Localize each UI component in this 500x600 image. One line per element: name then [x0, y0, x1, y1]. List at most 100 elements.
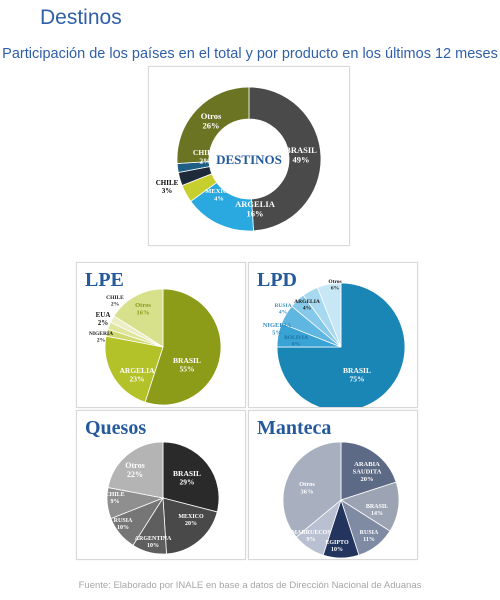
label-brasil-0-value: 29% — [180, 478, 195, 487]
label-nigeria-2-value: 2% — [97, 338, 105, 344]
destinos-labels: BRASIL49%ARGELIA16%MEXICO4%CHILE3%CHILE2… — [156, 111, 317, 219]
label-argelia-4-value: 4% — [303, 306, 311, 312]
lpd-pie-chart: BRASIL75%BOLIVIA6%NIGERIA5%RUSIA4%ARGELI… — [263, 279, 406, 407]
slice-brasil-1 — [340, 481, 400, 532]
label-rusia-2-value: 11% — [363, 537, 375, 543]
label-chile-3-name: CHILE — [156, 179, 179, 187]
label-argelia-1-value: 16% — [247, 209, 264, 219]
label-chile-3-value: 3% — [162, 187, 173, 195]
label-brasil-0-name: BRASIL — [173, 356, 201, 365]
label-otros-5-name: Otros — [299, 481, 315, 488]
label-brasil-0-value: 75% — [350, 375, 365, 384]
label-bolivia-1-name: BOLIVIA — [284, 335, 308, 341]
label-eua-3-name: EUA — [96, 311, 111, 319]
label-otros-5-value: 26% — [203, 121, 220, 131]
label-arabia-saudita-0-value: 20% — [361, 476, 374, 483]
label-chile-4-name: CHILE — [105, 492, 124, 498]
label-brasil-1-value: 14% — [371, 511, 383, 517]
label-brasil-0-name: BRASIL — [285, 145, 317, 155]
chart-panel-destinos: BRASIL 49% ARGELIA 16% MEXICO 4% CHILE 3% CHILE 2… — [148, 66, 350, 246]
slice-argelia-1 — [104, 335, 164, 403]
label-brasil-0-value: 55% — [180, 365, 195, 374]
chart-panel-manteca: ARABIA SAUDITA 20% BRASIL 14% RUSIA 11% EGIPTO 1… — [248, 410, 418, 560]
lpe-chart-title: LPE — [85, 269, 124, 291]
label-otros-5-value: 36% — [301, 489, 314, 496]
label-argelia-4-name: ARGELIA — [294, 299, 320, 305]
label-chile-4-value: 2% — [199, 157, 210, 166]
label-otros-5-name: Otros — [328, 279, 341, 285]
label-chile-4-value: 2% — [111, 302, 119, 308]
label-rusia-3-value: 4% — [279, 310, 287, 316]
label-brasil-0-name: BRASIL — [173, 469, 201, 478]
lpd-chart-title: LPD — [257, 269, 297, 291]
chart-panel-lpd: BRASIL 75% BOLIVIA 6% NIGERIA 5% RUSIA 4% ARGELI… — [248, 262, 418, 408]
slice-otros-5 — [176, 86, 250, 164]
label-rusia-3-value: 10% — [117, 525, 129, 531]
slice-brasil-0 — [144, 288, 222, 406]
label-arabia-saudita-0-name: SAUDITA — [353, 469, 382, 476]
label-brasil-0-value: 49% — [293, 155, 310, 165]
slice-brasil-0 — [248, 86, 322, 232]
quesos-slices — [106, 441, 220, 555]
slice-brasil-0 — [276, 282, 406, 407]
label-nigeria-2-name: NIGERIA — [263, 322, 292, 329]
label-nigeria-2-name: NIGERIA — [89, 331, 113, 337]
label-argelia-1-name: ARGELIA — [235, 199, 276, 209]
lpe-slices — [104, 288, 222, 406]
lpd-slices — [276, 282, 406, 407]
label-marruecos-4-value: 9% — [307, 537, 316, 543]
label-eua-3-value: 2% — [98, 319, 109, 327]
label-argelia-1-name: ARGELIA — [119, 366, 155, 375]
donut-center-title: DESTINOS — [216, 152, 282, 167]
destinos-slices — [176, 86, 322, 232]
quesos-pie-chart: BRASIL29%MEXICO20%ARGENTINA10%RUSIA10%CH… — [105, 441, 220, 555]
label-chile-4-name: CHILE — [106, 295, 124, 301]
quesos-labels: BRASIL29%MEXICO20%ARGENTINA10%RUSIA10%CH… — [105, 461, 204, 549]
lpd-labels: BRASIL75%BOLIVIA6%NIGERIA5%RUSIA4%ARGELI… — [263, 279, 371, 384]
label-mexico-1-name: MEXICO — [178, 514, 204, 520]
label-egipto-3-name: EGIPTO — [325, 540, 349, 546]
label-mexico-2-name: MEXICO — [205, 188, 232, 195]
label-brasil-1-name: BRASIL — [366, 504, 388, 510]
page-heading: Destinos — [40, 6, 122, 29]
label-rusia-3-name: RUSIA — [274, 303, 291, 309]
label-arabia-saudita-0-name: ARABIA — [354, 461, 380, 468]
label-chile-4-value: 9% — [111, 499, 120, 505]
slice-brasil-0 — [162, 441, 220, 513]
slice-otros-5 — [113, 288, 164, 348]
label-otros-5-name: Otros — [135, 302, 151, 309]
label-argelia-1-value: 23% — [130, 375, 145, 384]
label-mexico-1-value: 20% — [185, 521, 197, 527]
chart-panel-lpe: BRASIL 55% ARGELIA 23% NIGERIA 2% EUA 2% CHILE 2%… — [76, 262, 246, 408]
slice-arabia-saudita-0 — [340, 441, 397, 501]
label-marruecos-4-name: MARRUECOS — [291, 530, 331, 536]
page-subtitle: Participación de los países en el total … — [2, 46, 498, 62]
lpe-labels: BRASIL55%ARGELIA23%NIGERIA2%EUA2%CHILE2%… — [89, 295, 201, 384]
label-argentina-2-name: ARGENTINA — [135, 536, 172, 542]
label-argentina-2-value: 10% — [147, 543, 159, 549]
label-nigeria-2-value: 5% — [272, 330, 282, 337]
manteca-chart-title: Manteca — [257, 417, 332, 439]
destinos-donut-chart: BRASIL49%ARGELIA16%MEXICO4%CHILE3%CHILE2… — [156, 86, 322, 232]
label-otros-5-name: Otros — [201, 111, 222, 121]
label-rusia-2-name: RUSIA — [360, 530, 379, 536]
slice-otros-5 — [316, 282, 342, 348]
label-bolivia-1-value: 6% — [292, 342, 300, 348]
slice-mexico-1 — [162, 497, 218, 555]
label-otros-5-name: Otros — [125, 461, 144, 470]
manteca-slices — [282, 441, 400, 559]
label-mexico-2-value: 4% — [214, 196, 224, 203]
slice-otros-5 — [282, 441, 342, 538]
slice-otros-5 — [107, 441, 164, 499]
lpe-pie-chart: BRASIL55%ARGELIA23%NIGERIA2%EUA2%CHILE2%… — [89, 288, 222, 406]
label-otros-5-value: 6% — [331, 286, 339, 292]
chart-panel-quesos: BRASIL 29% MEXICO 20% ARGENTINA 10% RUSIA 10% CH… — [76, 410, 246, 560]
label-otros-5-value: 22% — [127, 470, 143, 479]
label-rusia-3-name: RUSIA — [114, 518, 133, 524]
source-footer: Fuente: Elaborado por INALE en base a da… — [78, 580, 422, 591]
label-brasil-0-name: BRASIL — [343, 366, 371, 375]
label-egipto-3-value: 10% — [331, 547, 343, 553]
label-otros-5-value: 16% — [137, 310, 150, 317]
